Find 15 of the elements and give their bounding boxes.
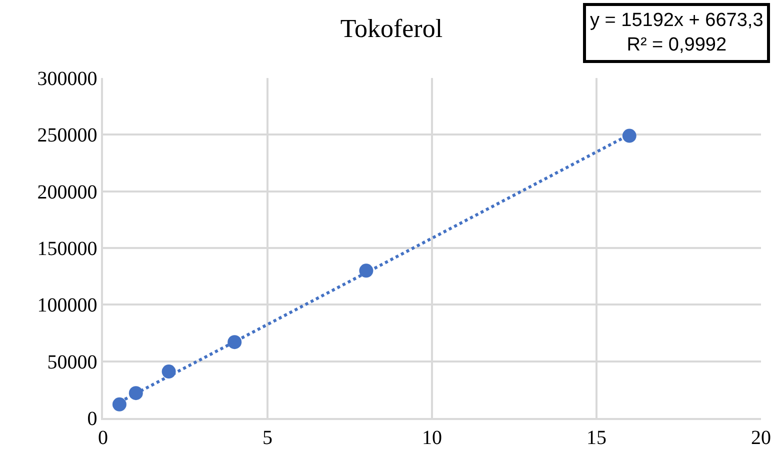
y-tick-label: 0 [87,408,98,430]
x-tick-label: 10 [422,426,442,449]
point [622,128,636,143]
x-tick-label: 20 [751,426,771,449]
text: y = 15192x + 6673,3 R² = 0,9992 [590,10,764,56]
chart-title: Tokoferol [340,14,443,43]
y-tick-label: 300000 [37,68,98,90]
y-tick-label: 50000 [47,351,98,374]
y-tick-label: 100000 [37,294,98,317]
x-tick-label: 15 [586,426,606,449]
y-tick-label: 200000 [37,181,98,204]
x-tick-label: 5 [262,426,272,449]
y-tick-label: 150000 [37,238,98,260]
y-tick-label: 250000 [37,124,98,147]
point [112,397,126,412]
